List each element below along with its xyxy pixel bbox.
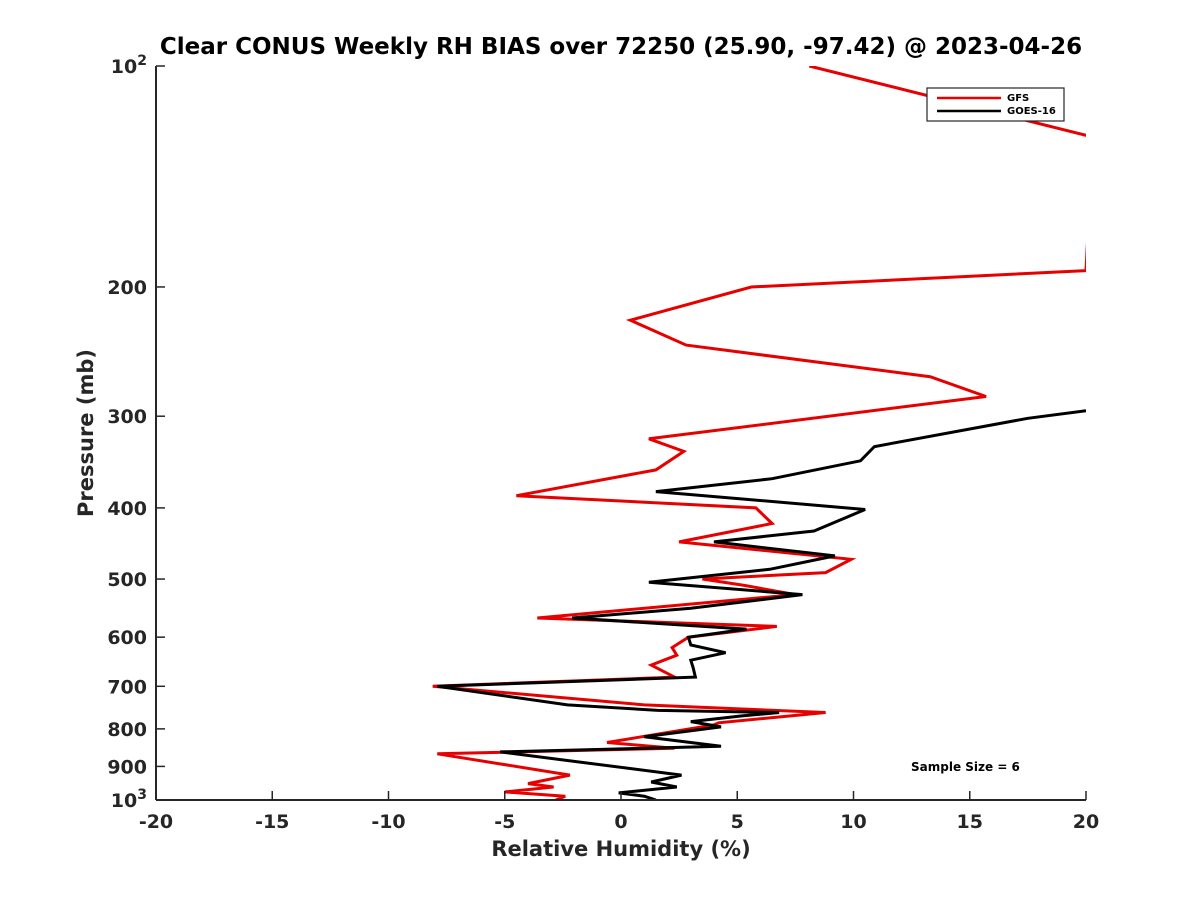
y-tick-label: 200 (107, 277, 147, 299)
x-tick-label: 5 (731, 811, 744, 833)
x-tick-label: -20 (139, 811, 173, 833)
y-tick-label: 102 (111, 53, 147, 78)
y-tick-label: 900 (107, 756, 147, 778)
x-tick-label: 15 (957, 811, 983, 833)
legend-label-goes16: GOES-16 (1007, 106, 1056, 117)
x-tick-label: 0 (614, 811, 627, 833)
x-tick-label: -10 (371, 811, 405, 833)
series-layer (432, 66, 1086, 800)
y-tick-label: 500 (107, 569, 147, 591)
legend-box (926, 87, 1065, 122)
legend: GFS GOES-16 (926, 87, 1065, 122)
y-axis-label: Pressure (mb) (74, 349, 98, 517)
y-tick-label: 800 (107, 719, 147, 741)
chart-title: Clear CONUS Weekly RH BIAS over 72250 (2… (160, 34, 1082, 60)
y-tick-label: 300 (107, 406, 147, 428)
series-line-goes16 (437, 409, 1086, 800)
x-tick-label: -15 (255, 811, 289, 833)
x-axis-label: Relative Humidity (%) (491, 837, 750, 861)
ticks-layer: -20 -15 -10 -5 0 5 10 15 20 102 200 300 400 500 600 700… (107, 53, 1099, 833)
y-tick-label: 600 (107, 627, 147, 649)
y-tick-label: 700 (107, 676, 147, 698)
y-tick-label: 103 (111, 787, 147, 812)
sample-size-annotation: Sample Size = 6 (911, 760, 1020, 774)
x-tick-label: -5 (494, 811, 515, 833)
x-tick-label: 20 (1073, 811, 1099, 833)
legend-label-gfs: GFS (1007, 93, 1029, 104)
x-tick-label: 10 (840, 811, 866, 833)
y-tick-label: 400 (107, 498, 147, 520)
